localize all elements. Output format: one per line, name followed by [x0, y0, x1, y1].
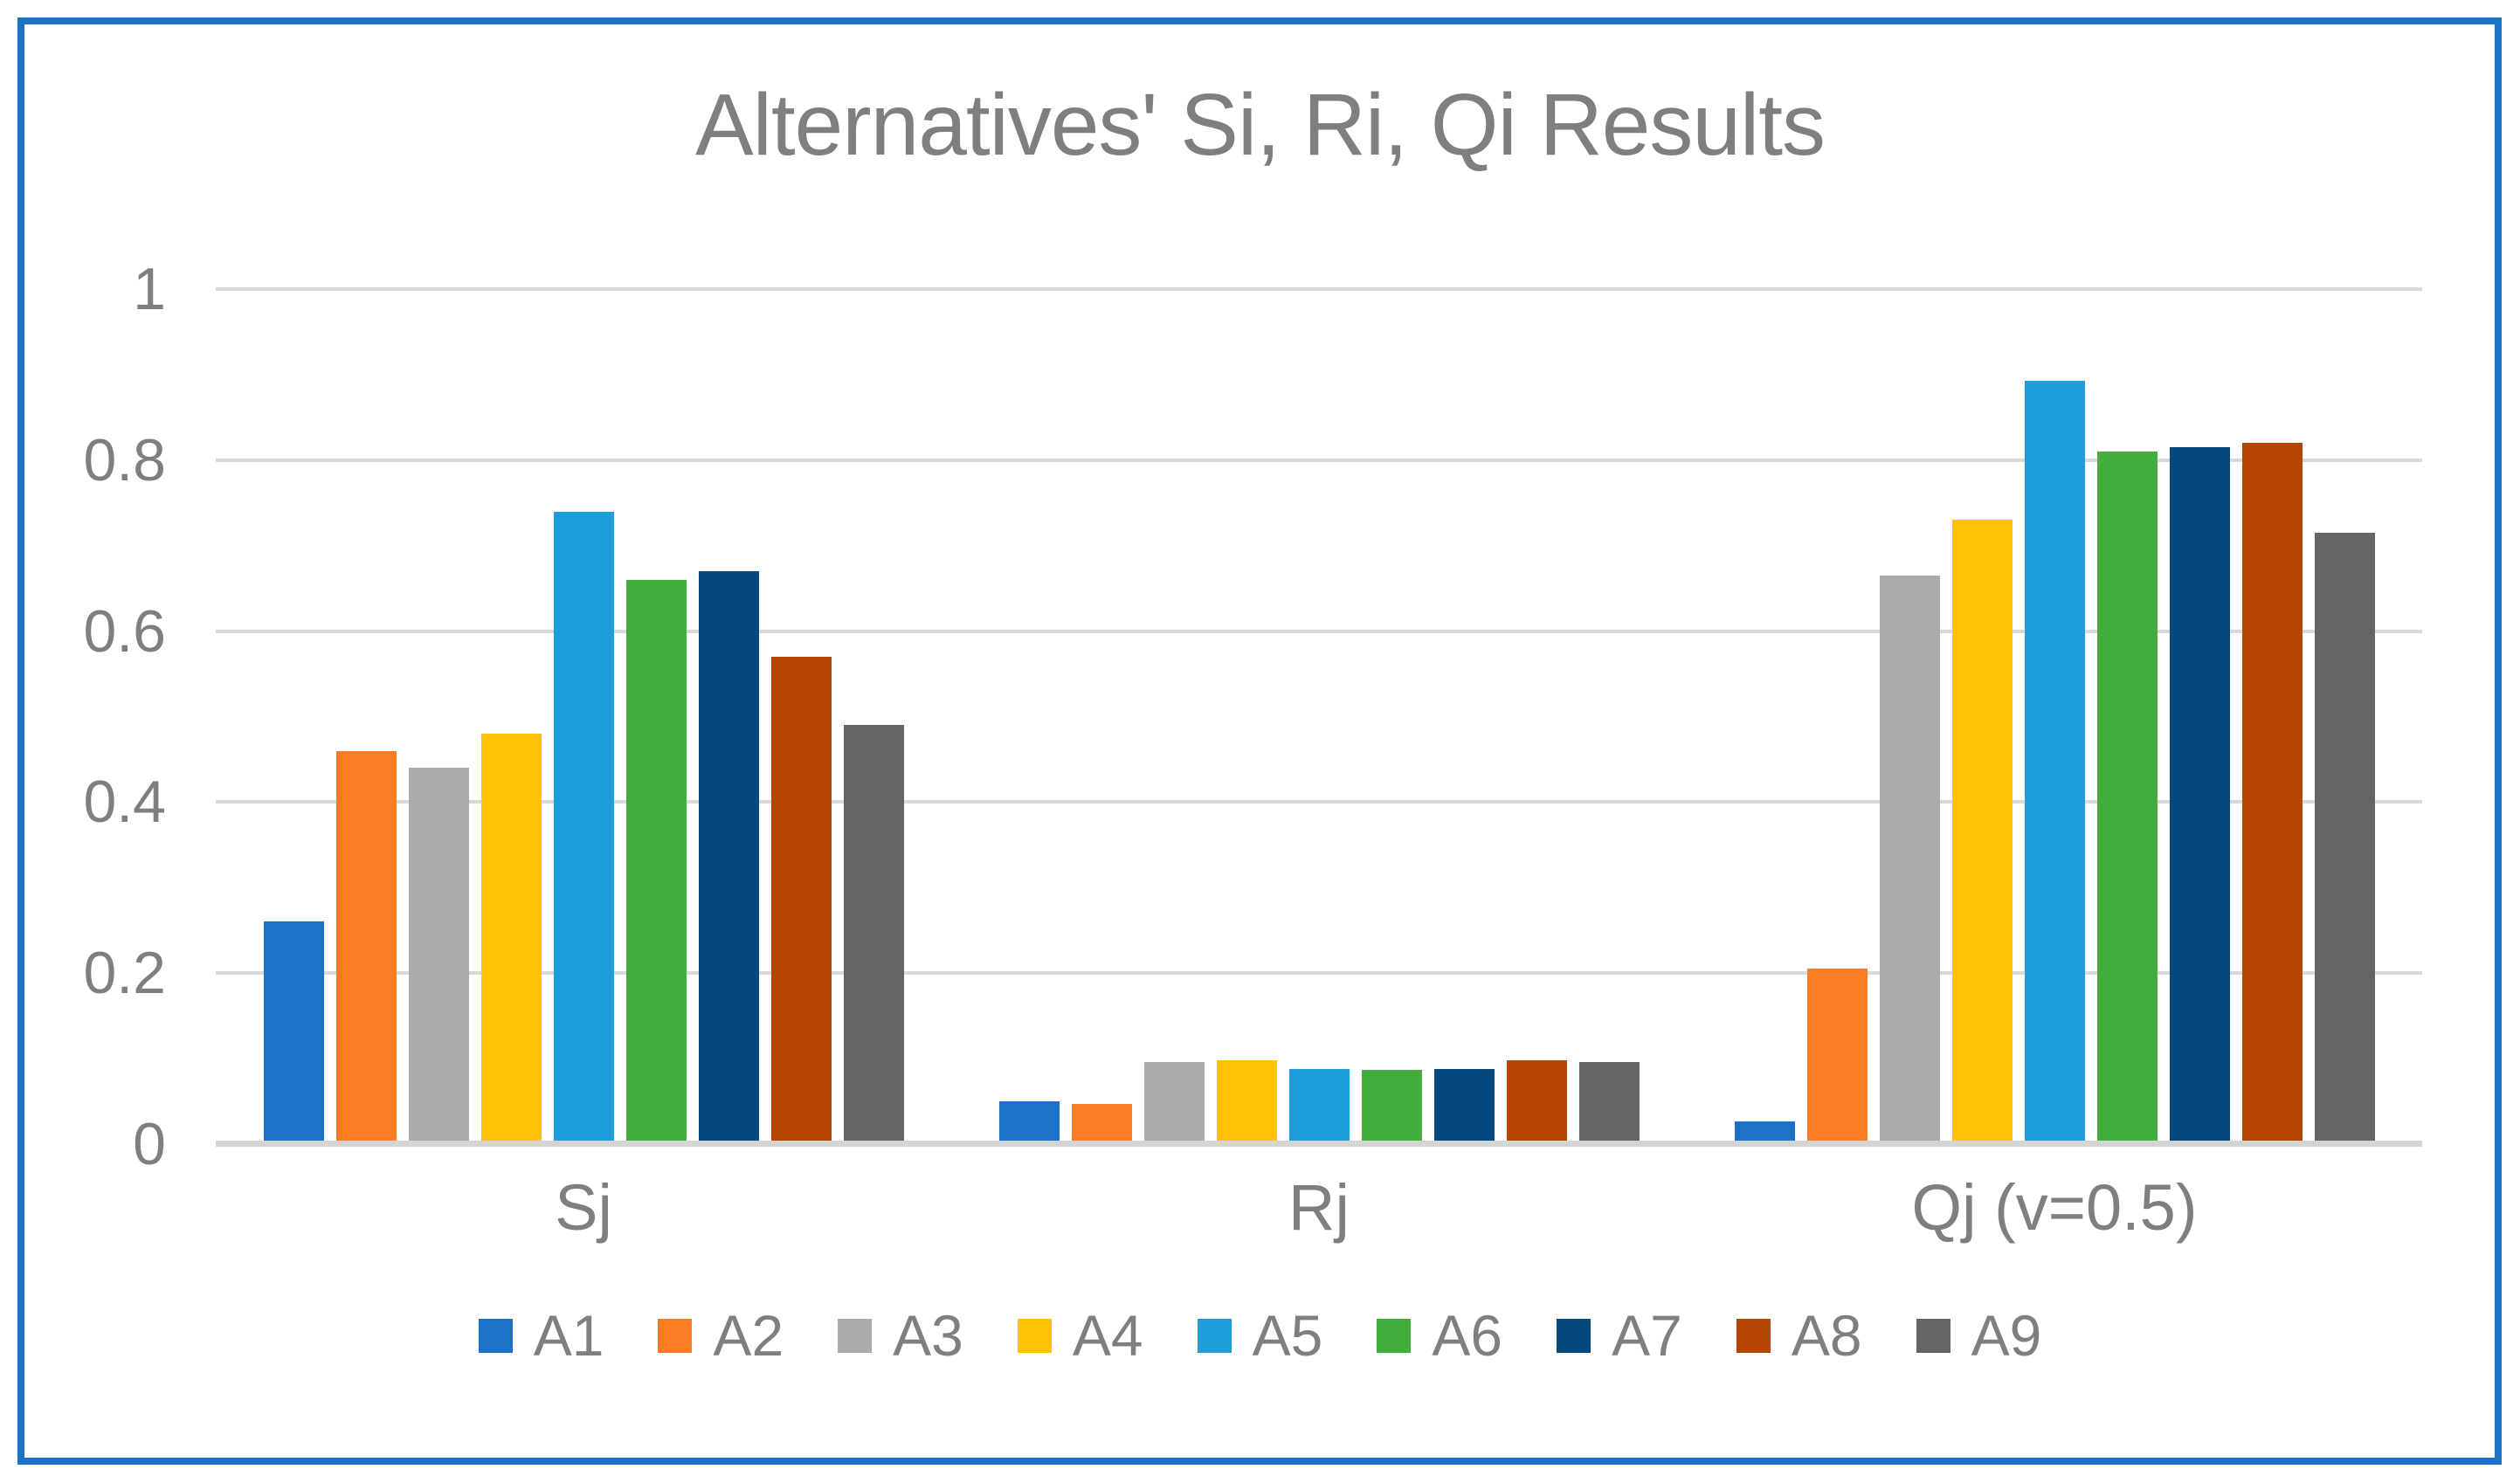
legend-swatch-icon — [1916, 1318, 1950, 1353]
legend-item-a2: A2 — [658, 1307, 784, 1364]
legend-item-a8: A8 — [1736, 1307, 1862, 1364]
gridline — [216, 287, 2422, 291]
bar-a5 — [1288, 1068, 1350, 1144]
y-tick-label: 0 — [133, 1111, 166, 1177]
bar-a9 — [2314, 533, 2375, 1144]
gridline — [216, 800, 2422, 804]
legend: A1 A2 A3 A4 A5 A6 A7 A8 A9 — [0, 1307, 2520, 1364]
x-axis-labels: Sj Rj Qj (v=0.5) — [216, 1176, 2422, 1240]
legend-swatch-icon — [1197, 1318, 1232, 1353]
legend-label: A2 — [713, 1303, 784, 1368]
legend-label: A9 — [1971, 1303, 2042, 1368]
bar-a1 — [263, 921, 324, 1144]
chart-frame-border — [17, 17, 2502, 1465]
y-tick-label: 0.6 — [83, 597, 166, 665]
bar-a3 — [1879, 575, 1940, 1144]
x-category-label: Qj (v=0.5) — [1911, 1171, 2198, 1244]
legend-item-a1: A1 — [478, 1303, 604, 1368]
legend-item-a9: A9 — [1916, 1303, 2042, 1368]
gridline — [216, 629, 2422, 633]
gridline — [216, 458, 2422, 462]
bar-a8 — [2241, 443, 2303, 1144]
bar-a4 — [1951, 520, 2013, 1144]
bar-a8 — [1506, 1060, 1567, 1144]
legend-label: A4 — [1072, 1303, 1143, 1368]
bar-a9 — [843, 725, 904, 1144]
bar-a3 — [408, 768, 469, 1144]
y-axis-labels: 0 0.2 0.4 0.6 0.8 1 — [52, 259, 166, 1174]
x-category-label: Sj — [555, 1171, 612, 1244]
legend-item-a4: A4 — [1017, 1303, 1143, 1368]
bar-group-3 — [1687, 289, 2422, 1144]
bar-a7 — [1433, 1068, 1495, 1144]
y-tick-label: 0.2 — [83, 940, 166, 1007]
bar-a1 — [998, 1101, 1060, 1144]
chart-title: Alternatives' Si, Ri, Qi Results — [694, 76, 1826, 174]
legend-swatch-icon — [1377, 1318, 1412, 1353]
x-category-label: Rj — [1288, 1171, 1350, 1244]
x-axis-line — [216, 1141, 2422, 1147]
bar-a4 — [1216, 1060, 1277, 1144]
plot-area — [216, 287, 2422, 1147]
legend-item-a7: A7 — [1557, 1307, 1682, 1364]
legend-label: A5 — [1252, 1303, 1323, 1368]
legend-label: A8 — [1791, 1303, 1862, 1368]
y-tick-label: 0.8 — [83, 426, 166, 493]
legend-swatch-icon — [838, 1318, 873, 1353]
bar-a4 — [480, 734, 542, 1144]
legend-swatch-icon — [1736, 1318, 1771, 1353]
bar-a6 — [2096, 452, 2158, 1144]
legend-swatch-icon — [1017, 1318, 1052, 1353]
legend-swatch-icon — [1557, 1318, 1591, 1353]
bar-a2 — [335, 750, 397, 1144]
legend-label: A1 — [533, 1303, 604, 1368]
bar-a6 — [625, 579, 687, 1144]
bar-a8 — [770, 656, 832, 1144]
bar-a7 — [2169, 447, 2230, 1144]
y-tick-label: 1 — [133, 256, 166, 322]
bar-a1 — [1734, 1121, 1795, 1144]
legend-label: A6 — [1432, 1303, 1503, 1368]
bars — [216, 289, 2422, 1144]
bar-a5 — [553, 511, 614, 1144]
legend-swatch-icon — [658, 1318, 693, 1353]
gridline — [216, 971, 2422, 976]
bar-a6 — [1361, 1069, 1422, 1144]
legend-item-a3: A3 — [838, 1307, 963, 1364]
bar-a3 — [1143, 1062, 1205, 1144]
legend-label: A7 — [1612, 1303, 1682, 1368]
legend-item-a6: A6 — [1377, 1307, 1502, 1364]
bar-a2 — [1071, 1104, 1132, 1144]
bar-a2 — [1806, 969, 1868, 1144]
bar-group-1 — [216, 289, 951, 1144]
bar-a5 — [2024, 380, 2085, 1144]
bar-group-2 — [951, 289, 1687, 1144]
bar-a7 — [698, 571, 759, 1144]
y-tick-label: 0.4 — [83, 769, 166, 836]
legend-swatch-icon — [478, 1318, 513, 1353]
bar-a9 — [1578, 1062, 1640, 1144]
legend-label: A3 — [893, 1303, 963, 1368]
legend-item-a5: A5 — [1197, 1303, 1323, 1368]
